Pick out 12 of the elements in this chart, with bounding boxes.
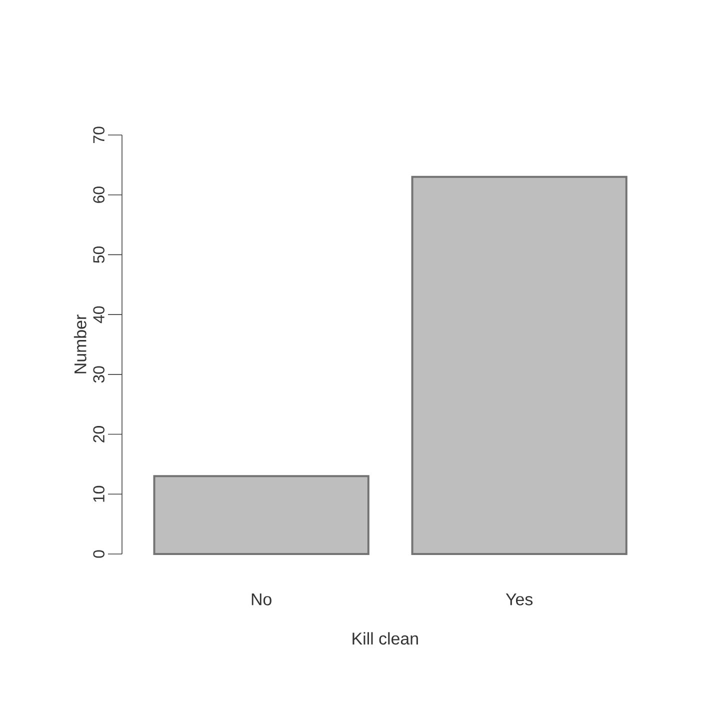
y-tick-label: 50 <box>93 246 104 263</box>
y-tick-label: 20 <box>93 426 104 442</box>
y-tick-label: 70 <box>93 126 104 144</box>
y-tick-label: 40 <box>93 306 104 324</box>
x-tick-label: No <box>252 594 272 606</box>
y-axis-title: Number <box>74 314 86 374</box>
y-tick-label: 30 <box>93 366 104 383</box>
y-tick-label: 60 <box>93 186 104 203</box>
x-tick-label: Yes <box>506 594 533 606</box>
y-tick-label: 10 <box>93 486 104 502</box>
y-tick-label: 0 <box>93 550 104 558</box>
x-axis-title: Kill clean <box>352 632 418 645</box>
